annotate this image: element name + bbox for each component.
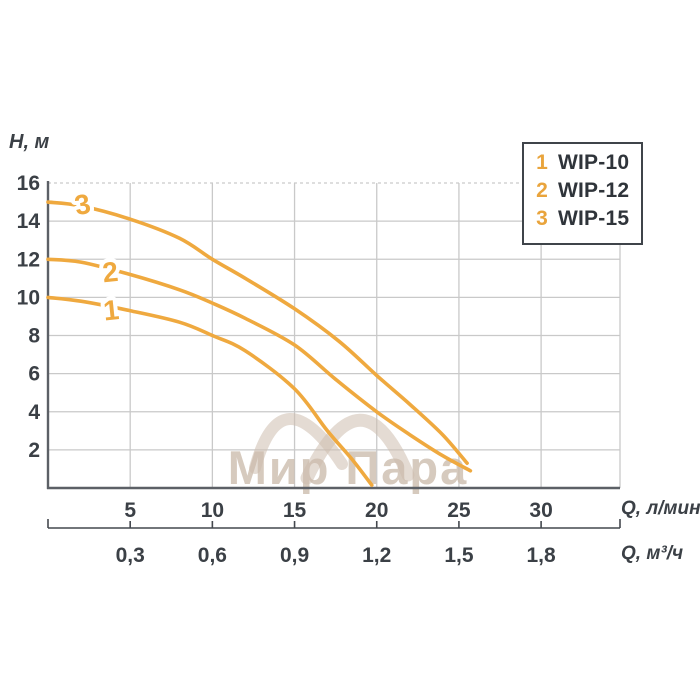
y-tick-label: 12 xyxy=(17,248,40,271)
x-tick-label-m3h: 1,2 xyxy=(362,544,391,567)
y-tick-label: 4 xyxy=(28,401,40,424)
legend-item-wip-10: 1 WIP-10 xyxy=(534,151,629,179)
curve-wip-10 xyxy=(46,295,374,487)
legend-curve-number: 2 xyxy=(536,179,548,202)
x-tick-label-m3h: 1,8 xyxy=(527,544,557,567)
curve-wip-15 xyxy=(46,200,469,465)
x-tick-label-lmin: 5 xyxy=(124,499,136,522)
y-axis-title: H, м xyxy=(9,131,50,153)
curve-label-3: 3 xyxy=(72,188,93,221)
x-tick-label-lmin: 30 xyxy=(529,499,552,522)
x-tick-label-m3h: 0,3 xyxy=(116,544,145,567)
legend-curve-number: 1 xyxy=(536,151,548,174)
x-tick-label-lmin: 15 xyxy=(283,499,307,522)
watermark-arc-right xyxy=(300,413,415,485)
x-axis-title-m3-h: Q, м³/ч xyxy=(621,543,684,564)
legend-item-wip-12: 2 WIP-12 xyxy=(534,179,629,207)
x-tick-label-m3h: 1,5 xyxy=(444,544,474,567)
y-tick-label: 2 xyxy=(28,439,40,462)
legend-curve-number: 3 xyxy=(536,207,548,230)
x-axis-title-l-min: Q, л/мин xyxy=(621,498,700,519)
x-tick-label-m3h: 0,9 xyxy=(280,544,309,567)
legend-item-wip-15: 3 WIP-15 xyxy=(534,207,629,235)
y-tick-label: 6 xyxy=(28,363,40,386)
curve-label-2: 2 xyxy=(101,256,120,288)
legend-curve-label: WIP-15 xyxy=(558,207,630,230)
x-tick-label-lmin: 10 xyxy=(201,499,224,522)
curve-wip-12 xyxy=(46,257,473,473)
x-tick-label-lmin: 25 xyxy=(447,499,471,522)
y-tick-label: 16 xyxy=(17,172,40,195)
curve-label-1: 1 xyxy=(102,294,121,326)
y-tick-label: 14 xyxy=(17,210,41,233)
watermark-text: Мир Пара xyxy=(228,441,469,494)
legend-curve-label: WIP-10 xyxy=(558,151,630,174)
legend-curve-label: WIP-12 xyxy=(558,179,630,202)
y-tick-label: 8 xyxy=(28,325,40,348)
y-tick-label: 10 xyxy=(17,286,40,309)
x-tick-label-m3h: 0,6 xyxy=(198,544,227,567)
legend-box: 1 WIP-10 2 WIP-12 3 WIP-15 xyxy=(522,142,644,245)
x-tick-label-lmin: 20 xyxy=(365,499,388,522)
